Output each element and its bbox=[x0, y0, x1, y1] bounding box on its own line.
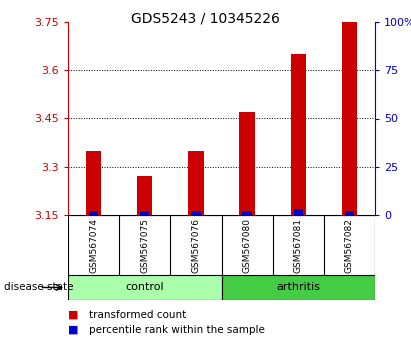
Bar bbox=[342, 22, 357, 215]
Bar bbox=[222, 275, 375, 300]
Bar bbox=[68, 275, 222, 300]
Bar bbox=[191, 211, 201, 215]
Text: control: control bbox=[125, 282, 164, 292]
Bar bbox=[240, 112, 255, 215]
Text: arthritis: arthritis bbox=[276, 282, 320, 292]
Text: GSM567081: GSM567081 bbox=[294, 218, 303, 273]
Text: disease state: disease state bbox=[4, 282, 74, 292]
Bar bbox=[140, 211, 149, 215]
Text: GDS5243 / 10345226: GDS5243 / 10345226 bbox=[131, 12, 280, 26]
Text: GSM567075: GSM567075 bbox=[140, 218, 149, 273]
Text: GSM567076: GSM567076 bbox=[192, 218, 201, 273]
Text: ■: ■ bbox=[68, 325, 79, 335]
Bar bbox=[86, 151, 101, 215]
Text: ■: ■ bbox=[68, 310, 79, 320]
Text: percentile rank within the sample: percentile rank within the sample bbox=[88, 325, 264, 335]
Bar bbox=[291, 54, 306, 215]
Text: GSM567080: GSM567080 bbox=[242, 218, 252, 273]
Bar bbox=[89, 211, 98, 215]
Text: GSM567082: GSM567082 bbox=[345, 218, 354, 273]
Text: transformed count: transformed count bbox=[88, 310, 186, 320]
Bar bbox=[345, 211, 354, 215]
Text: GSM567074: GSM567074 bbox=[89, 218, 98, 273]
Bar bbox=[242, 211, 252, 215]
Bar bbox=[293, 209, 303, 215]
Bar bbox=[188, 151, 203, 215]
Bar bbox=[137, 176, 152, 215]
